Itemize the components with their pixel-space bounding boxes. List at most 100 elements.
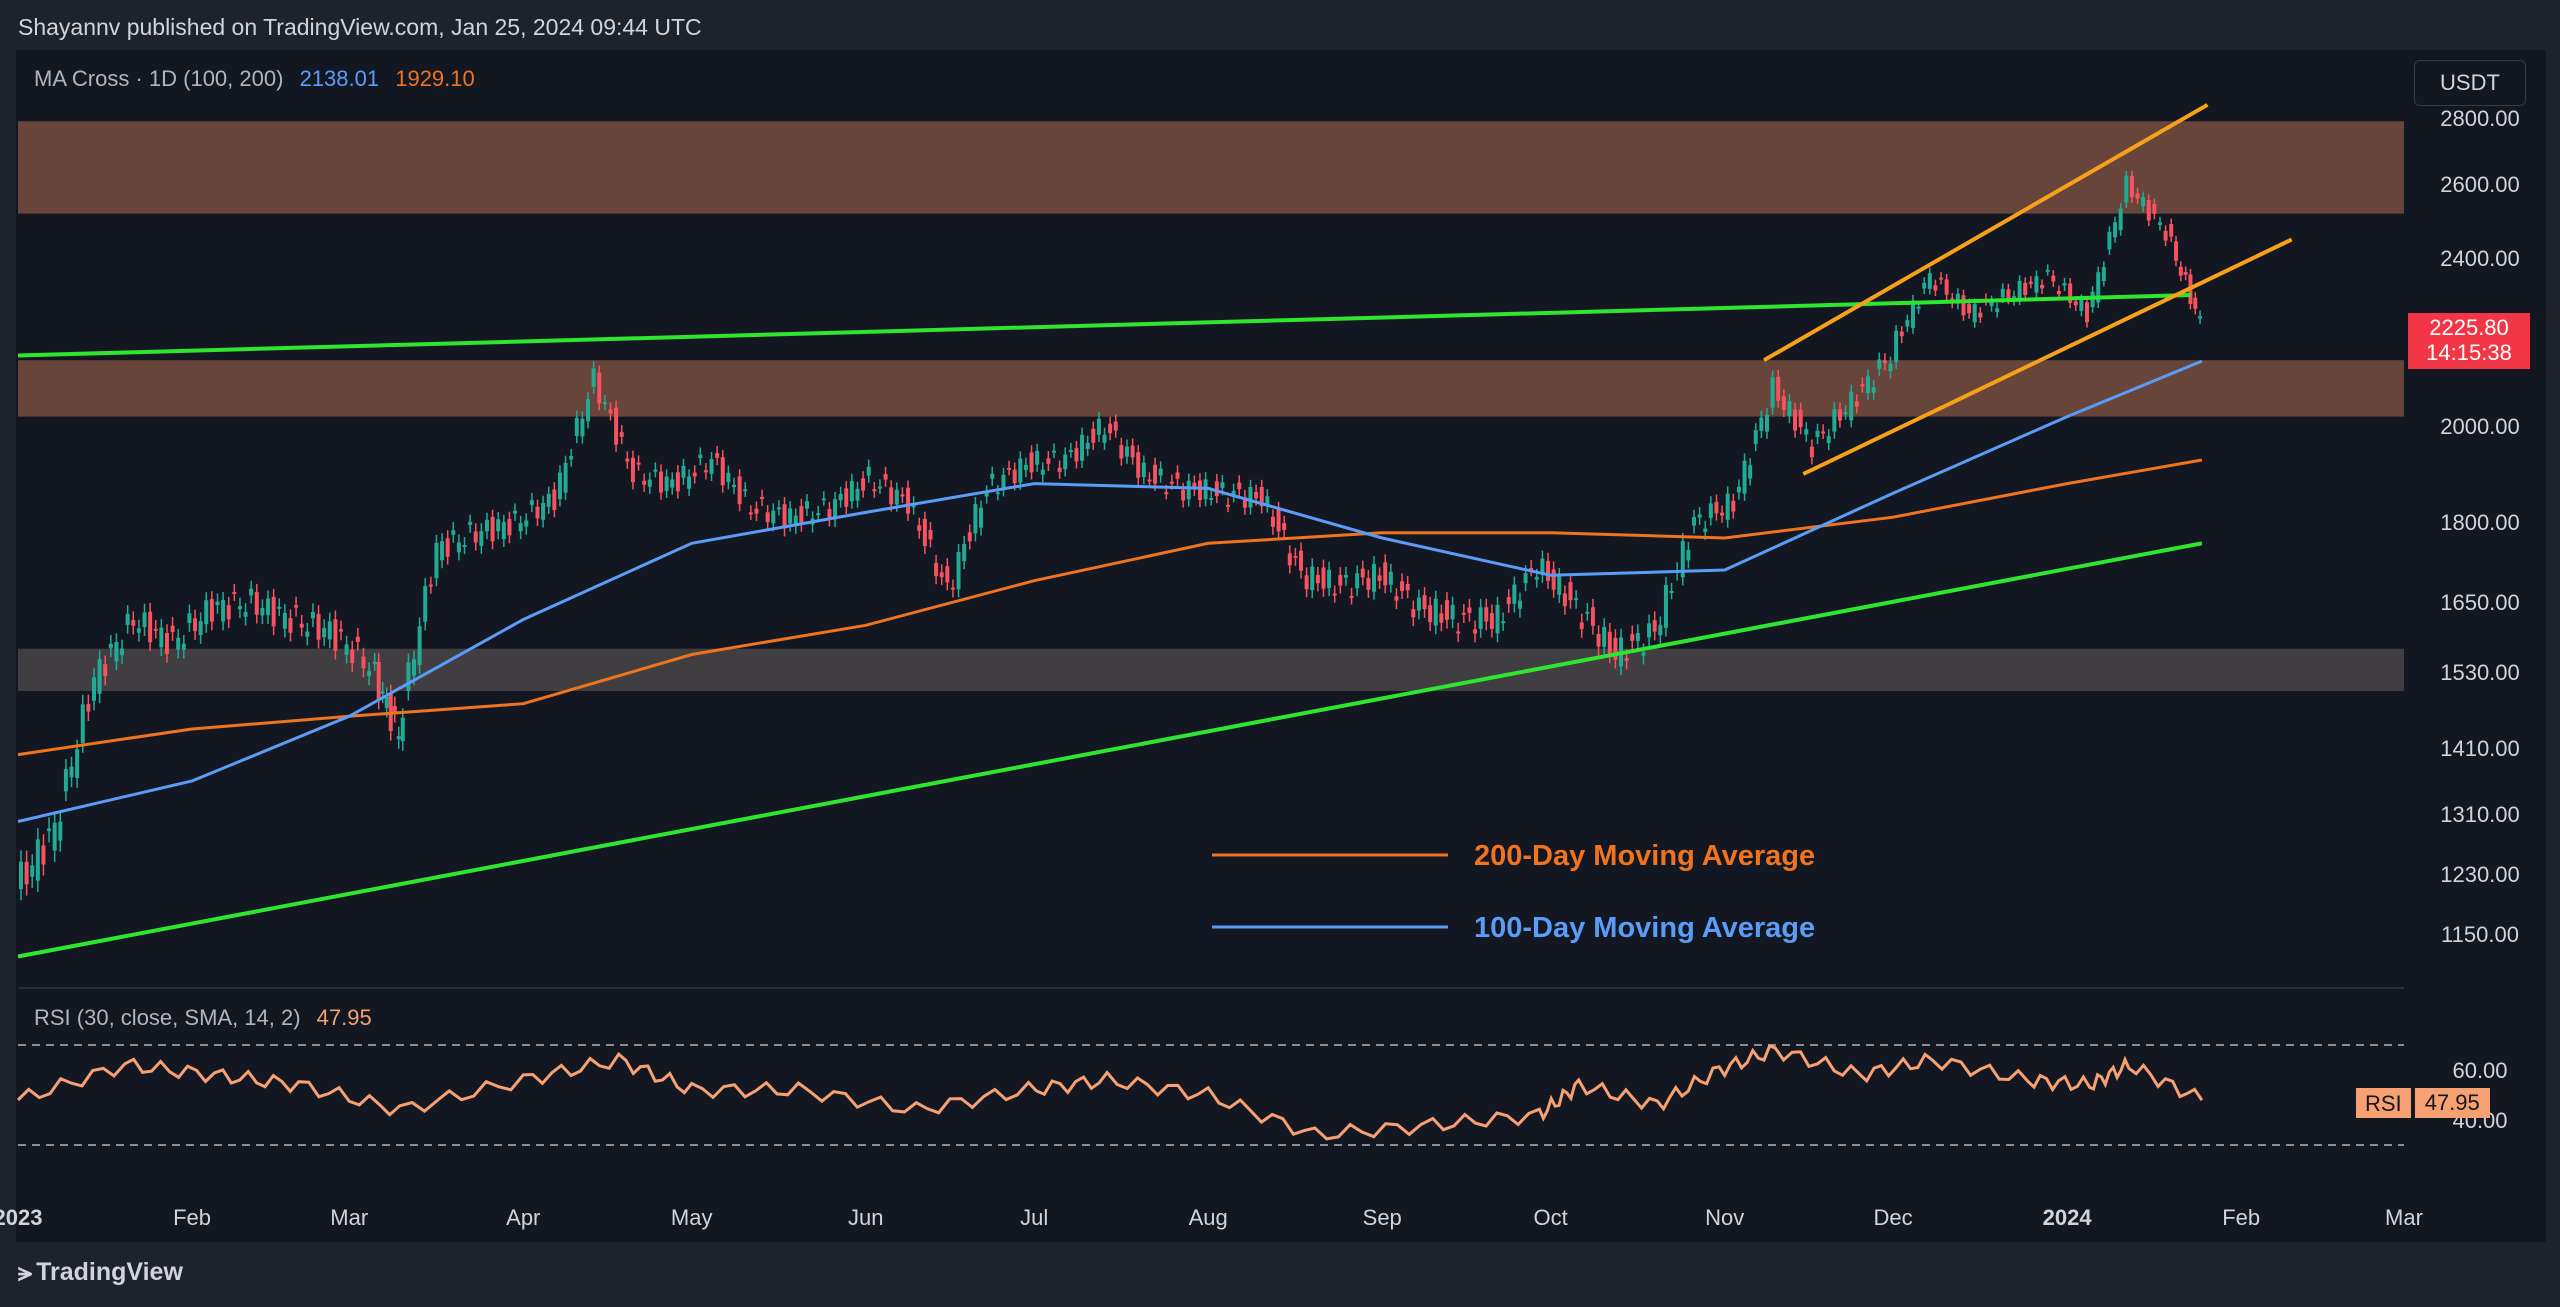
candle-body [1377, 575, 1382, 581]
candle-body [1501, 621, 1506, 624]
candle-body [344, 644, 349, 655]
candle-body [1837, 409, 1842, 421]
candle-body [844, 488, 849, 507]
candle-body [1355, 573, 1360, 589]
candle-body [866, 466, 871, 476]
candle-body [52, 822, 57, 851]
candle-body [754, 508, 759, 514]
candle-body [574, 417, 579, 436]
candle-body [2152, 204, 2157, 214]
candle-body [148, 611, 153, 643]
time-axis-tick: Apr [506, 1205, 540, 1230]
candle-body [979, 507, 984, 528]
candle-body [1708, 503, 1713, 518]
candle-body [2163, 230, 2168, 241]
candle-body [1158, 468, 1163, 476]
candle-body [529, 500, 534, 505]
candle-body [1366, 577, 1371, 590]
candle-body [2157, 222, 2162, 225]
candle-body [1725, 493, 1730, 520]
candle-body [1944, 279, 1949, 295]
candle-body [361, 656, 366, 669]
candle-body [507, 518, 512, 536]
candle-body [1692, 517, 1697, 526]
candle-body [260, 607, 265, 616]
candle-body [659, 471, 664, 493]
candle-body [1046, 458, 1051, 464]
candle-body [1169, 481, 1174, 484]
candle-body [1546, 560, 1551, 581]
candle-body [142, 612, 147, 628]
candle-body [69, 766, 74, 778]
rsi-line [16, 1043, 2204, 1141]
candle-body [1338, 575, 1343, 586]
candle-body [243, 611, 248, 617]
candle-body [1916, 306, 1921, 309]
candle-body [1051, 450, 1056, 453]
candle-body [1057, 467, 1062, 472]
candle-body [524, 520, 529, 527]
candle-body [1630, 634, 1635, 641]
candle-body [1265, 496, 1270, 506]
candle-body [1798, 409, 1803, 428]
candle-body [1809, 446, 1814, 458]
candle-body [720, 457, 725, 486]
candle-body [1237, 482, 1242, 490]
candle-body [58, 821, 63, 841]
candle-body [1439, 613, 1444, 623]
time-axis-tick: Mar [2385, 1205, 2423, 1230]
candle-body [855, 488, 860, 501]
candle-body [1955, 293, 1960, 304]
candle-body [1927, 273, 1932, 289]
candle-body [1422, 595, 1427, 610]
candle-body [1680, 540, 1685, 578]
candle-body [518, 523, 523, 532]
candle-body [1259, 487, 1264, 507]
brand-footer[interactable]: ⪫ TradingView [18, 1258, 183, 1287]
candle-body [917, 525, 922, 531]
candle-body [2051, 275, 2056, 282]
candle-body [440, 541, 445, 561]
candle-body [1444, 600, 1449, 620]
candle-body [877, 486, 882, 489]
candle-body [1703, 528, 1708, 532]
candle-body [159, 627, 164, 648]
currency-button[interactable]: USDT [2414, 60, 2526, 106]
candle-body [973, 504, 978, 534]
candle-body [1181, 489, 1186, 501]
candle-body [793, 515, 798, 526]
candle-body [2073, 301, 2078, 306]
candle-body [1023, 464, 1028, 470]
candle-body [1153, 464, 1158, 484]
support-zone-2 [18, 360, 2404, 417]
candle-body [1787, 401, 1792, 417]
candle-body [1164, 492, 1169, 495]
candle-body [541, 502, 546, 520]
candle-body [1276, 508, 1281, 532]
candle-body [1035, 451, 1040, 465]
candle-body [1456, 631, 1461, 634]
candle-body [2000, 288, 2005, 298]
candle-body [2141, 197, 2146, 207]
candle-body [580, 418, 585, 437]
candle-body [187, 613, 192, 624]
price-axis-tick: 2800.00 [2440, 106, 2520, 131]
candle-body [962, 543, 967, 562]
candle-body [2045, 269, 2050, 272]
candle-body [1568, 582, 1573, 601]
candle-body [1214, 481, 1219, 497]
candle-body [1001, 474, 1006, 490]
price-axis-tick: 1530.00 [2440, 660, 2520, 685]
candle-body [1220, 482, 1225, 489]
time-axis-tick: Mar [330, 1205, 368, 1230]
candle-body [2198, 316, 2203, 319]
candle-body [288, 618, 293, 633]
candle-body [120, 648, 125, 656]
candle-body [1254, 491, 1259, 499]
candle-body [737, 476, 742, 505]
candle-body [2113, 222, 2118, 238]
candle-body [1310, 566, 1315, 591]
last-price-tag: 2225.80 14:15:38 [2408, 313, 2530, 369]
time-axis-tick: Dec [1874, 1205, 1913, 1230]
